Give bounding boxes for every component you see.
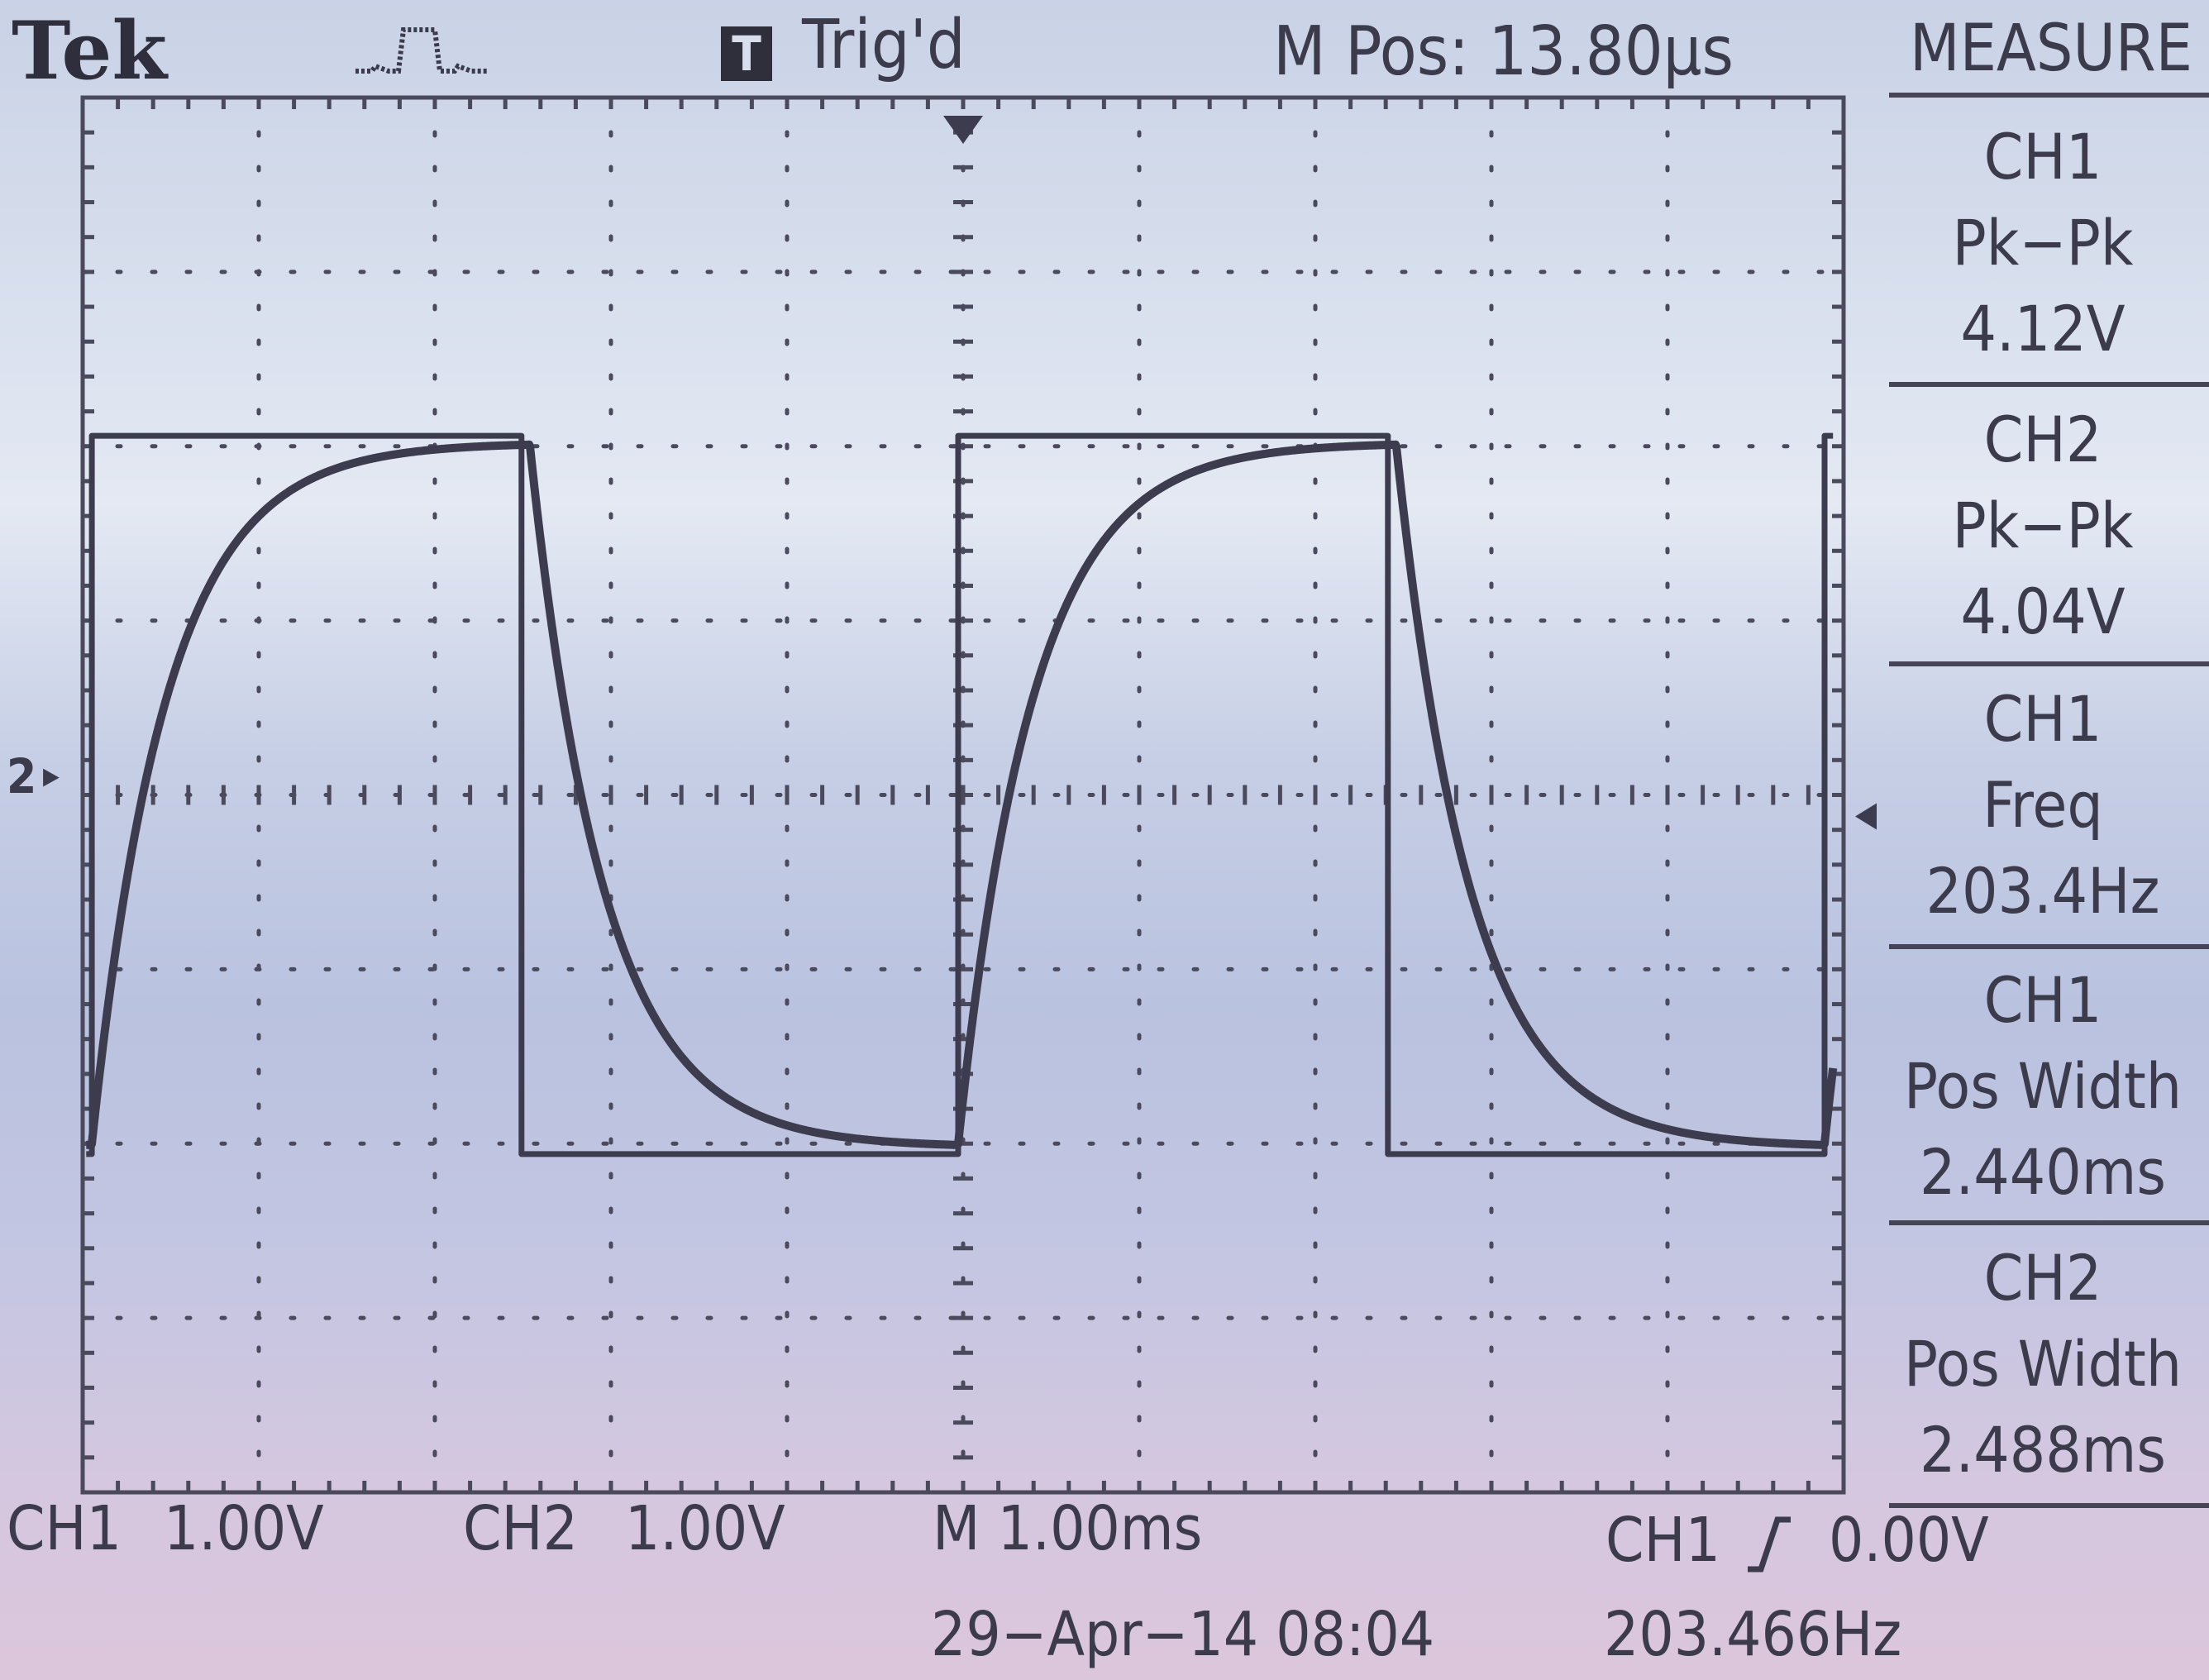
trigger-source: CH1 xyxy=(1605,1505,1720,1576)
measurement-ch1-pos-width[interactable]: CH1 Pos Width 2.440ms xyxy=(1877,957,2209,1215)
measurement-channel: CH2 xyxy=(1983,403,2102,476)
measure-menu-title: MEASURE xyxy=(1910,12,2192,86)
measurement-channel: CH1 xyxy=(1983,682,2102,756)
measurement-ch2-pos-width[interactable]: CH2 Pos Width 2.488ms xyxy=(1877,1235,2209,1493)
measurement-type: Pos Width xyxy=(1903,1327,2183,1401)
measurement-type: Pk−Pk xyxy=(1952,206,2134,279)
measurement-value: 203.4Hz xyxy=(1925,854,2160,928)
ch2-ground-marker: 2 xyxy=(7,748,37,804)
menu-separator xyxy=(1889,1220,2209,1225)
measurement-ch2-pkpk[interactable]: CH2 Pk−Pk 4.04V xyxy=(1877,397,2209,655)
menu-separator xyxy=(1889,93,2209,98)
trigger-mode-icon: T xyxy=(721,26,772,82)
measurement-value: 2.440ms xyxy=(1920,1135,2166,1209)
measurement-type: Pos Width xyxy=(1903,1049,2183,1123)
trigger-level-marker-icon xyxy=(1855,803,1877,830)
timebase-readout: M 1.00ms xyxy=(933,1493,1203,1564)
ch2-scale: 1.00V xyxy=(625,1493,785,1564)
menu-separator xyxy=(1889,944,2209,949)
menu-separator xyxy=(1889,382,2209,387)
brand-logo: Tek xyxy=(12,4,168,98)
ch2-label: CH2 xyxy=(463,1493,578,1564)
measurement-type: Pk−Pk xyxy=(1952,489,2134,562)
measurement-type: Freq xyxy=(1982,768,2103,842)
trigger-position-marker-icon xyxy=(943,116,983,144)
measurement-ch1-pkpk[interactable]: CH1 Pk−Pk 4.12V xyxy=(1877,114,2209,372)
ch2-ground-arrow-icon: ▸ xyxy=(43,754,60,796)
measurement-channel: CH1 xyxy=(1983,120,2102,193)
ch1-label: CH1 xyxy=(7,1493,122,1564)
graticule xyxy=(80,95,1846,1495)
measurement-value: 2.488ms xyxy=(1920,1413,2166,1487)
menu-separator xyxy=(1889,1503,2209,1508)
trigger-level: 0.00V xyxy=(1829,1505,1989,1576)
trigger-status: Trig'd xyxy=(802,6,966,84)
measurement-ch1-freq[interactable]: CH1 Freq 203.4Hz xyxy=(1877,676,2209,934)
horizontal-position-readout: M Pos: 13.80µs xyxy=(1273,12,1734,91)
rising-edge-icon xyxy=(1748,1516,1791,1573)
measurement-value: 4.12V xyxy=(1960,292,2126,365)
measurement-value: 4.04V xyxy=(1960,575,2126,648)
trigger-frequency: 203.466Hz xyxy=(1604,1599,1902,1670)
date-time: 29−Apr−14 08:04 xyxy=(931,1599,1435,1670)
menu-separator xyxy=(1889,661,2209,666)
measurement-channel: CH1 xyxy=(1983,963,2102,1037)
trace-ch2 xyxy=(83,440,1838,1149)
trace-ch1 xyxy=(83,432,1835,1157)
measurement-channel: CH2 xyxy=(1983,1241,2102,1315)
ch1-scale: 1.00V xyxy=(164,1493,324,1564)
